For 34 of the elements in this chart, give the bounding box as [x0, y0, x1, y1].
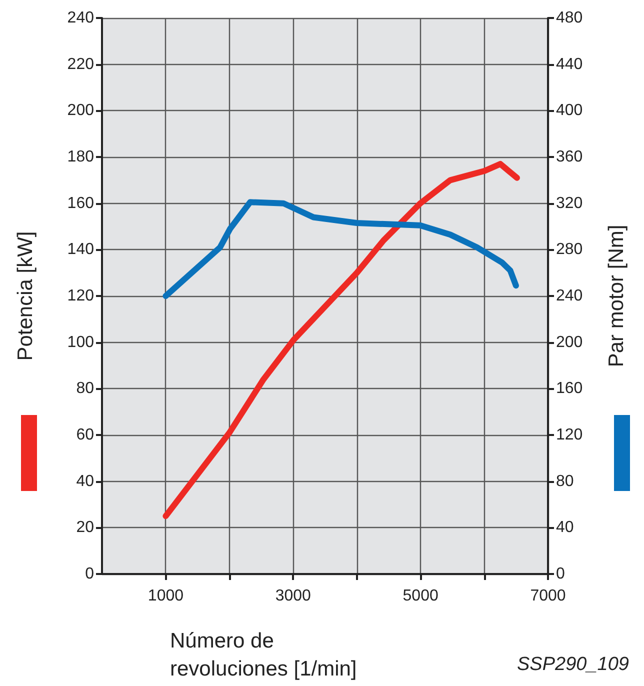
y2-tick-label: 480: [556, 10, 583, 26]
y2-tick-label: 200: [556, 334, 583, 351]
y-tick-label: 0: [85, 566, 94, 582]
y2-tick-label: 360: [556, 148, 583, 166]
y-tick-label: 100: [67, 334, 94, 351]
y2-tick-label: 40: [556, 519, 574, 536]
y2-tick-label: 0: [556, 566, 565, 582]
y2-tick-label: 240: [556, 288, 583, 304]
y-tick-label: 240: [67, 10, 94, 26]
y2-tick-label: 440: [556, 56, 583, 73]
y-tick-label: 120: [67, 288, 94, 304]
y-tick-label: 200: [67, 102, 94, 120]
x-tick-label: 3000: [275, 588, 312, 604]
y2-tick-label: 80: [556, 472, 574, 490]
y-tick-label: 20: [76, 519, 94, 536]
y-tick-label: 160: [67, 194, 94, 212]
y2-axis-title: Par motor [Nm]: [605, 224, 628, 368]
y-tick-label: 220: [67, 56, 94, 73]
x-tick-label: 5000: [402, 588, 438, 604]
y-axis-title: Potencia [kW]: [14, 231, 37, 361]
text: SSP290_109: [517, 654, 630, 675]
x-axis-title: Número de revoluciones [1/min]: [170, 630, 357, 680]
y-tick-label: 40: [76, 472, 94, 490]
y-tick-label: 140: [67, 241, 94, 258]
y-tick-label: 60: [76, 426, 94, 444]
y-tick-label: 180: [67, 148, 94, 166]
y2-tick-label: 280: [556, 241, 583, 258]
y-tick-label: 80: [76, 380, 94, 398]
y2-tick-label: 320: [556, 194, 583, 212]
y2-tick-label: 160: [556, 380, 583, 398]
x-tick-label: 1000: [148, 588, 184, 604]
x-tick-label: 7000: [530, 588, 566, 604]
y2-tick-label: 400: [556, 102, 583, 120]
y2-tick-label: 120: [556, 426, 583, 444]
